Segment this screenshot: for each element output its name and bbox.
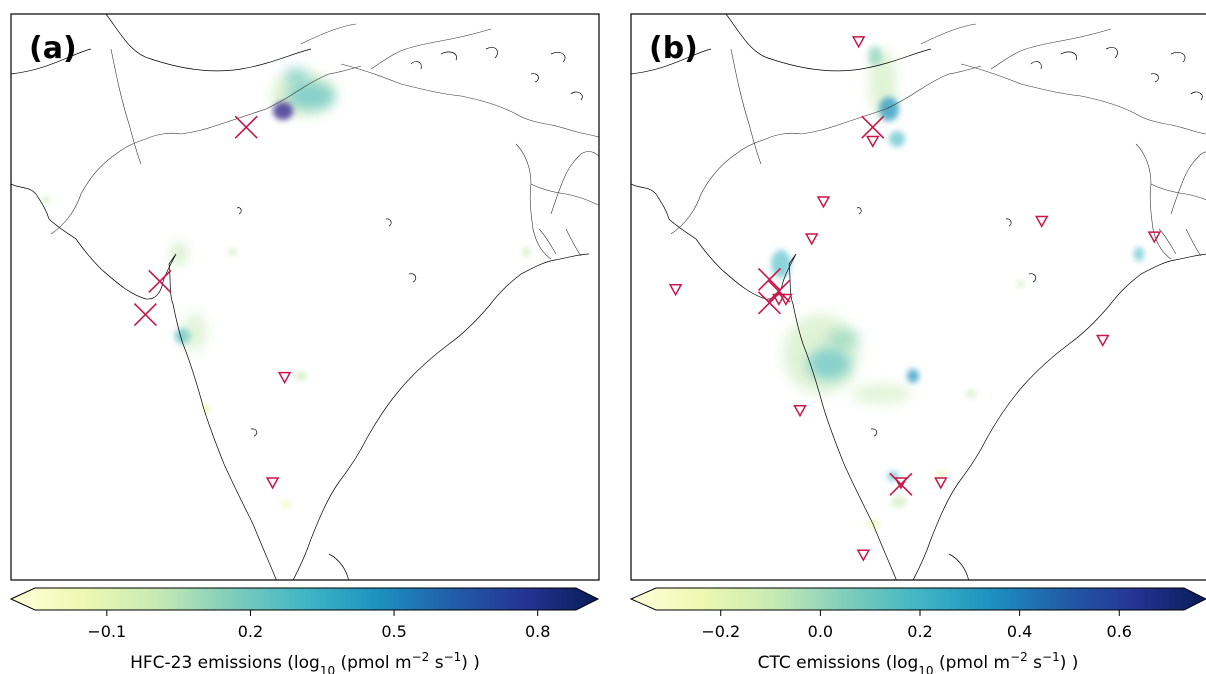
triangle-marker-a-1 — [265, 477, 280, 490]
cross-marker-b-4 — [889, 472, 913, 496]
triangle-marker-b-5 — [1147, 231, 1162, 244]
map-frame-b — [630, 13, 1206, 581]
colorbar-tick-label-b-4: 0.6 — [1107, 622, 1132, 641]
triangle-marker-a-0 — [277, 371, 292, 385]
colorbar-tick-label-b-1: 0.0 — [808, 622, 833, 641]
station-markers-b — [668, 36, 1162, 562]
colorbar-tick-label-b-3: 0.4 — [1007, 622, 1032, 641]
triangle-marker-b-13 — [856, 549, 871, 562]
station-markers-a — [133, 115, 292, 490]
triangle-marker-b-0 — [851, 36, 866, 49]
colorbar-tick-label-b-0: −0.2 — [701, 622, 740, 641]
cross-marker-a-1 — [148, 269, 172, 293]
triangle-marker-b-12 — [934, 477, 948, 490]
cross-marker-b-0 — [861, 115, 885, 139]
triangle-marker-b-2 — [816, 196, 831, 209]
colorbar-tick-label-a-1: 0.2 — [238, 622, 263, 641]
triangle-marker-b-11 — [894, 477, 908, 490]
colorbar-b: −0.2 0.0 0.2 0.4 0.6 CTC emissions (log10 (p… — [629, 587, 1206, 674]
triangle-marker-b-9 — [1095, 334, 1110, 347]
triangle-marker-b-4 — [804, 233, 819, 246]
colorbar-tick-label-a-0: −0.1 — [87, 622, 126, 641]
colorbar-tick-label-a-2: 0.5 — [381, 622, 406, 641]
cross-marker-b-1 — [757, 267, 782, 291]
map-panel-a: (a) — [10, 13, 600, 581]
colorbar-label-b: CTC emissions (log10 (pmol m−2 s−1) ) — [758, 650, 1079, 674]
colorbar-tick-label-b-2: 0.2 — [907, 622, 932, 641]
triangle-marker-b-7 — [772, 293, 786, 306]
map-panel-b: (b) — [630, 13, 1206, 581]
coastline-b — [631, 14, 1206, 580]
cross-marker-b-3 — [757, 291, 782, 315]
triangle-marker-b-1 — [865, 135, 880, 148]
panel-label-a: (a) — [29, 31, 77, 66]
colorbar-label-a: HFC-23 emissions (log10 (pmol m−2 s−1) ) — [130, 650, 480, 674]
emission-field-b — [771, 46, 1144, 528]
triangle-marker-b-10 — [793, 405, 807, 418]
triangle-marker-b-8 — [779, 293, 793, 306]
emission-field-a — [42, 68, 530, 508]
triangle-marker-b-3 — [1034, 215, 1049, 228]
cross-marker-b-2 — [767, 279, 791, 303]
panel-label-b: (b) — [649, 31, 698, 66]
triangle-marker-b-6 — [668, 284, 683, 297]
cross-marker-a-2 — [133, 303, 157, 327]
cross-marker-a-0 — [234, 115, 258, 139]
colorbar-tick-label-a-3: 0.8 — [525, 622, 550, 641]
colorbar-a: −0.1 0.2 0.5 0.8 HFC-23 emissions (log10 (p… — [9, 587, 600, 674]
map-frame-a — [10, 13, 600, 581]
